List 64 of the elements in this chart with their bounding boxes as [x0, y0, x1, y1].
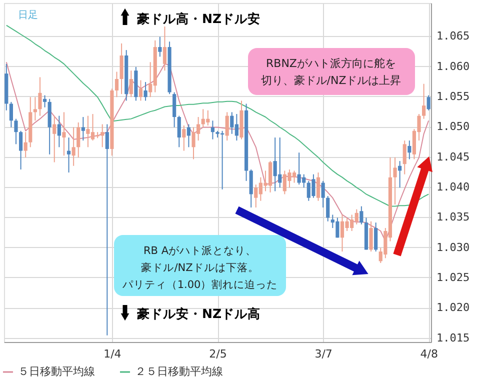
candlestick [326, 196, 330, 222]
y-tick-label: 1.015 [436, 331, 470, 344]
candlestick [42, 94, 47, 108]
candlestick [38, 76, 42, 116]
candlestick [120, 42, 124, 95]
y-tick-label: 1.025 [436, 270, 470, 284]
candlestick [398, 160, 402, 188]
legend-label: ５日移動平均線 [18, 365, 95, 378]
candlestick [9, 101, 13, 128]
y-tick-label: 1.020 [436, 301, 470, 314]
candlestick [129, 70, 133, 98]
candlestick [57, 115, 61, 148]
y-tick-label: 1.060 [436, 60, 470, 73]
y-tick-label: 1.030 [436, 240, 470, 254]
candlestick [162, 26, 167, 72]
candlestick [408, 140, 412, 160]
x-tick-label: 4/8 [420, 348, 438, 360]
candlestick [72, 126, 76, 166]
candlestick [177, 115, 181, 148]
candlestick [321, 180, 325, 208]
y-tick-label: 1.040 [436, 180, 470, 194]
x-tick-label: 3/7 [314, 348, 332, 360]
candlestick [182, 124, 186, 152]
candlestick [138, 80, 143, 102]
candlestick [393, 156, 397, 205]
candlestick [76, 122, 80, 158]
y-tick-label: 1.045 [436, 150, 470, 164]
annotation: 日足 [18, 10, 38, 21]
candlestick [374, 222, 378, 252]
candlestick [225, 112, 229, 142]
y-tick-label: 1.055 [436, 90, 470, 103]
candlestick [316, 172, 320, 202]
candlestick [369, 220, 373, 252]
candlestick [186, 124, 191, 148]
candlestick [249, 168, 253, 208]
candlestick [81, 116, 85, 142]
candlestick [52, 115, 56, 163]
annotation: 豪ドル安・NZドル高 [136, 306, 261, 321]
candlestick [422, 83, 426, 120]
candlestick [62, 112, 66, 156]
candlestick [114, 71, 119, 98]
candlestick [210, 120, 214, 140]
line-series [6, 24, 430, 207]
candlestick [360, 206, 364, 225]
candlestick [172, 92, 176, 128]
annotation: 豪ドル高・NZドル安 [136, 11, 261, 26]
candlestick [24, 132, 28, 158]
x-tick-label: 1/4 [104, 348, 122, 360]
candlestick [105, 124, 109, 336]
candlestick [144, 82, 148, 102]
annotation: RBNZがハト派方向に舵を切り、豪ドル/NZドルは上昇 [260, 57, 402, 87]
candlestick [158, 36, 162, 58]
legend-label: ２５日移動平均線 [135, 365, 223, 378]
candlestick [14, 118, 18, 145]
candlestick [18, 130, 23, 170]
candlestick [33, 96, 37, 122]
x-tick-label: 2/5 [209, 348, 227, 360]
annotation: RB Aがハト派となり、豪ドル/NZドルは下落。パリティ（1.00）割れに迫った [121, 244, 278, 291]
candlestick [66, 137, 71, 173]
y-tick-label: 1.035 [436, 210, 470, 224]
y-tick-label: 1.050 [436, 120, 470, 134]
candlestick [402, 140, 406, 175]
y-tick-label: 1.065 [436, 30, 470, 43]
candlestick [426, 94, 430, 111]
